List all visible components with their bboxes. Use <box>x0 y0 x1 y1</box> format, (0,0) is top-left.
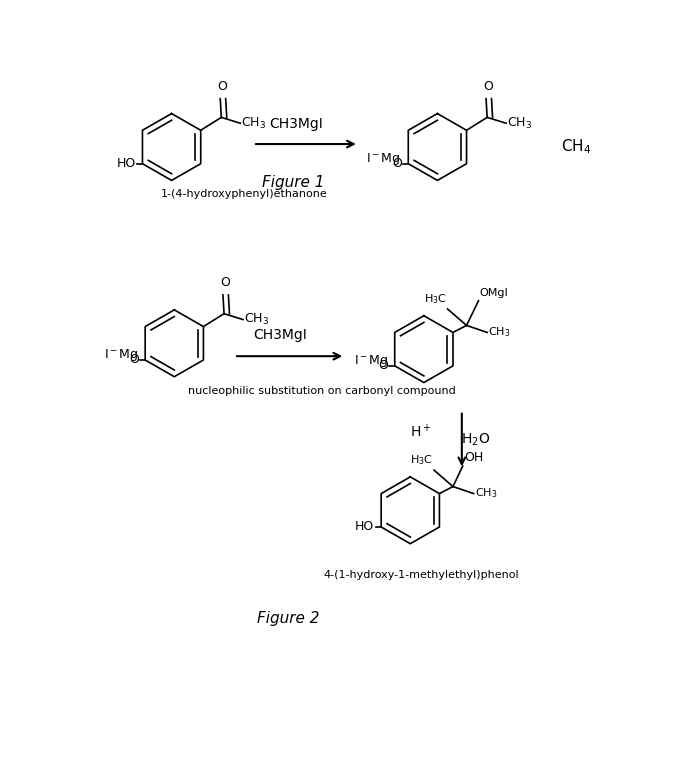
Text: O: O <box>218 80 228 93</box>
Text: H$_3$C: H$_3$C <box>424 292 447 306</box>
Text: nucleophilic substitution on carbonyl compound: nucleophilic substitution on carbonyl co… <box>188 387 456 396</box>
Text: 1-(4-hydroxyphenyl)ethanone: 1-(4-hydroxyphenyl)ethanone <box>161 189 328 199</box>
Text: CH$_3$: CH$_3$ <box>475 487 497 501</box>
Text: OMgI: OMgI <box>480 288 508 298</box>
Text: O: O <box>378 359 388 372</box>
Text: CH3MgI: CH3MgI <box>270 117 323 131</box>
Text: H$_2$O: H$_2$O <box>461 431 490 448</box>
Text: CH$_3$: CH$_3$ <box>244 312 269 327</box>
Text: O: O <box>220 276 230 289</box>
Text: I$^-$Mg: I$^-$Mg <box>104 347 139 363</box>
Text: I$^-$Mg: I$^-$Mg <box>354 353 388 369</box>
Text: CH3MgI: CH3MgI <box>253 328 307 342</box>
Text: HO: HO <box>355 521 374 533</box>
Text: OH: OH <box>464 451 483 463</box>
Text: CH$_4$: CH$_4$ <box>561 138 591 156</box>
Text: O: O <box>392 158 402 170</box>
Text: Figure 2: Figure 2 <box>257 611 319 626</box>
Text: O: O <box>483 80 493 93</box>
Text: CH$_3$: CH$_3$ <box>241 116 266 131</box>
Text: 4-(1-hydroxy-1-methylethyl)phenol: 4-(1-hydroxy-1-methylethyl)phenol <box>323 570 519 580</box>
Text: HO: HO <box>117 158 136 170</box>
Text: CH$_3$: CH$_3$ <box>488 326 511 339</box>
Text: O: O <box>129 354 139 367</box>
Text: H$^+$: H$^+$ <box>410 422 432 440</box>
Text: H$_3$C: H$_3$C <box>410 454 433 467</box>
Text: CH$_3$: CH$_3$ <box>507 116 532 131</box>
Text: I$^-$Mg: I$^-$Mg <box>366 151 400 167</box>
Text: Figure 1: Figure 1 <box>262 174 325 189</box>
